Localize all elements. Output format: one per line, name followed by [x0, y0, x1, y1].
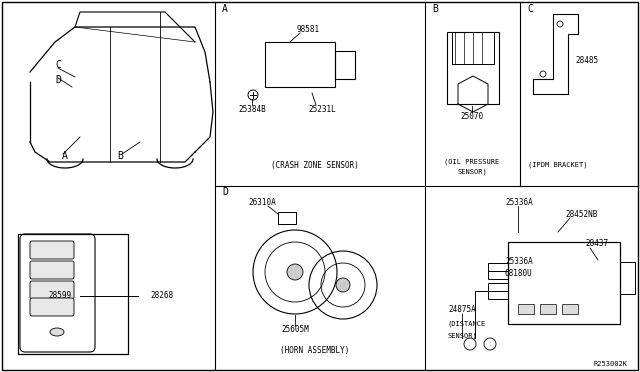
- FancyBboxPatch shape: [30, 298, 74, 316]
- Text: B: B: [432, 4, 438, 14]
- Bar: [488, 283, 508, 299]
- Bar: [278, 212, 296, 224]
- Bar: [335, 51, 355, 79]
- Bar: [562, 304, 578, 314]
- Text: 28437: 28437: [585, 240, 608, 248]
- Text: 25384B: 25384B: [238, 105, 266, 113]
- Text: 25605M: 25605M: [281, 326, 309, 334]
- Text: 25231L: 25231L: [308, 105, 336, 113]
- Bar: [518, 304, 534, 314]
- Circle shape: [287, 264, 303, 280]
- Text: 25336A: 25336A: [505, 257, 532, 266]
- Text: (HORN ASSEMBLY): (HORN ASSEMBLY): [280, 346, 349, 355]
- Bar: [620, 262, 635, 294]
- FancyBboxPatch shape: [30, 261, 74, 279]
- Text: (DISTANCE: (DISTANCE: [448, 321, 486, 327]
- Text: A: A: [62, 151, 68, 161]
- Bar: [488, 263, 508, 279]
- Text: 28268: 28268: [150, 292, 173, 301]
- Bar: [265, 42, 335, 87]
- Text: 28452NB: 28452NB: [565, 209, 597, 218]
- Text: (CRASH ZONE SENSOR): (CRASH ZONE SENSOR): [271, 160, 359, 170]
- Text: C: C: [527, 4, 533, 14]
- Bar: [540, 304, 556, 314]
- Text: 25336A: 25336A: [505, 198, 532, 206]
- Text: 28485: 28485: [575, 55, 598, 64]
- Text: 68180U: 68180U: [505, 269, 532, 279]
- Text: (IPDM BRACKET): (IPDM BRACKET): [528, 162, 588, 168]
- FancyBboxPatch shape: [30, 281, 74, 299]
- Text: A: A: [222, 4, 228, 14]
- Text: 98581: 98581: [296, 25, 319, 33]
- Text: D: D: [55, 75, 61, 85]
- Text: R253002K: R253002K: [594, 361, 628, 367]
- Bar: [18, 234, 128, 354]
- Text: 24875A: 24875A: [448, 305, 476, 314]
- Ellipse shape: [50, 328, 64, 336]
- FancyBboxPatch shape: [30, 241, 74, 259]
- Bar: [508, 242, 620, 324]
- Text: SENSOR): SENSOR): [448, 333, 477, 339]
- Text: (OIL PRESSURE: (OIL PRESSURE: [444, 159, 500, 165]
- Text: B: B: [117, 151, 123, 161]
- Bar: [452, 32, 494, 64]
- Text: 25070: 25070: [460, 112, 484, 121]
- Text: D: D: [222, 187, 228, 197]
- Text: 26310A: 26310A: [248, 198, 276, 206]
- Text: SENSOR): SENSOR): [457, 169, 487, 175]
- Bar: [447, 32, 499, 104]
- Text: C: C: [55, 60, 61, 70]
- Circle shape: [336, 278, 350, 292]
- Text: 28599: 28599: [49, 292, 72, 301]
